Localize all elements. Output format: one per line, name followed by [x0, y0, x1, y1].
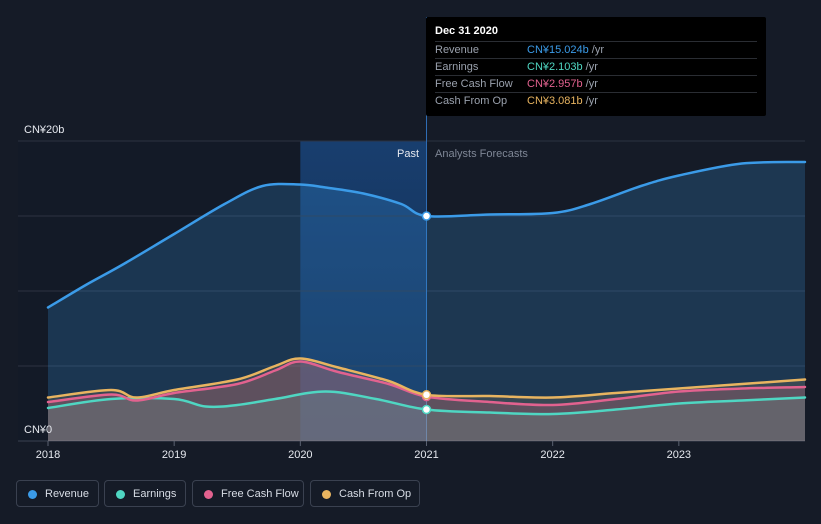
- tooltip-row-earnings: Earnings CN¥2.103b/yr: [435, 58, 757, 76]
- legend-label: Earnings: [133, 488, 177, 500]
- series-line-revenue: [46, 160, 807, 309]
- tooltip-unit: /yr: [585, 61, 598, 73]
- legend-item-free-cash-flow[interactable]: Free Cash Flow: [192, 480, 304, 507]
- legend-dot-icon: [204, 490, 213, 499]
- series-area-earnings: [48, 391, 805, 441]
- tooltip-value: CN¥15.024b: [527, 44, 589, 56]
- y-axis-label-bottom: CN¥0: [24, 424, 52, 436]
- series-line-free-cash-flow: [46, 360, 807, 407]
- series-area-revenue: [48, 162, 805, 441]
- legend-dot-icon: [28, 490, 37, 499]
- tooltip-row-revenue: Revenue CN¥15.024b/yr: [435, 41, 757, 59]
- legend-dot-icon: [322, 490, 331, 499]
- data-point-revenue: [421, 211, 432, 221]
- x-tick-label: 2019: [162, 449, 186, 461]
- tooltip-value: CN¥2.103b: [527, 61, 583, 73]
- tooltip-date: Dec 31 2020: [435, 25, 498, 37]
- x-tick-label: 2023: [667, 449, 691, 461]
- legend-label: Free Cash Flow: [221, 488, 299, 500]
- x-tick-label: 2020: [288, 449, 312, 461]
- past-label: Past: [397, 148, 419, 160]
- forecast-label: Analysts Forecasts: [435, 148, 528, 160]
- tooltip-unit: /yr: [585, 78, 598, 90]
- tooltip-row-cash-from-op: Cash From Op CN¥3.081b/yr: [435, 92, 757, 110]
- legend-label: Cash From Op: [339, 488, 412, 500]
- legend-item-earnings[interactable]: Earnings: [104, 480, 186, 507]
- tooltip-label: Cash From Op: [435, 95, 508, 107]
- tooltip-unit: /yr: [585, 95, 598, 107]
- y-axis-label-top: CN¥20b: [24, 124, 64, 136]
- legend-item-revenue[interactable]: Revenue: [16, 480, 99, 507]
- series-line-earnings: [46, 390, 807, 416]
- data-point-cash-from-op: [421, 390, 432, 400]
- tooltip-label: Free Cash Flow: [435, 78, 513, 90]
- data-point-earnings: [421, 404, 432, 415]
- tooltip-unit: /yr: [591, 44, 605, 56]
- tooltip-label: Earnings: [435, 61, 479, 73]
- series-line-cash-from-op: [46, 357, 807, 399]
- x-tick-label: 2022: [540, 449, 564, 461]
- tooltip-value: CN¥3.081b: [527, 95, 583, 107]
- tooltip-value: CN¥2.957b: [527, 78, 583, 90]
- tooltip-row-free-cash-flow: Free Cash Flow CN¥2.957b/yr: [435, 75, 757, 93]
- legend-label: Revenue: [45, 488, 90, 500]
- legend-item-cash-from-op[interactable]: Cash From Op: [310, 480, 420, 507]
- x-tick-label: 2018: [36, 449, 60, 461]
- x-tick-label: 2021: [414, 449, 438, 461]
- tooltip-label: Revenue: [435, 44, 480, 56]
- legend-dot-icon: [116, 490, 125, 499]
- tooltip: Dec 31 2020 Revenue CN¥15.024b/yr Earnin…: [426, 17, 766, 116]
